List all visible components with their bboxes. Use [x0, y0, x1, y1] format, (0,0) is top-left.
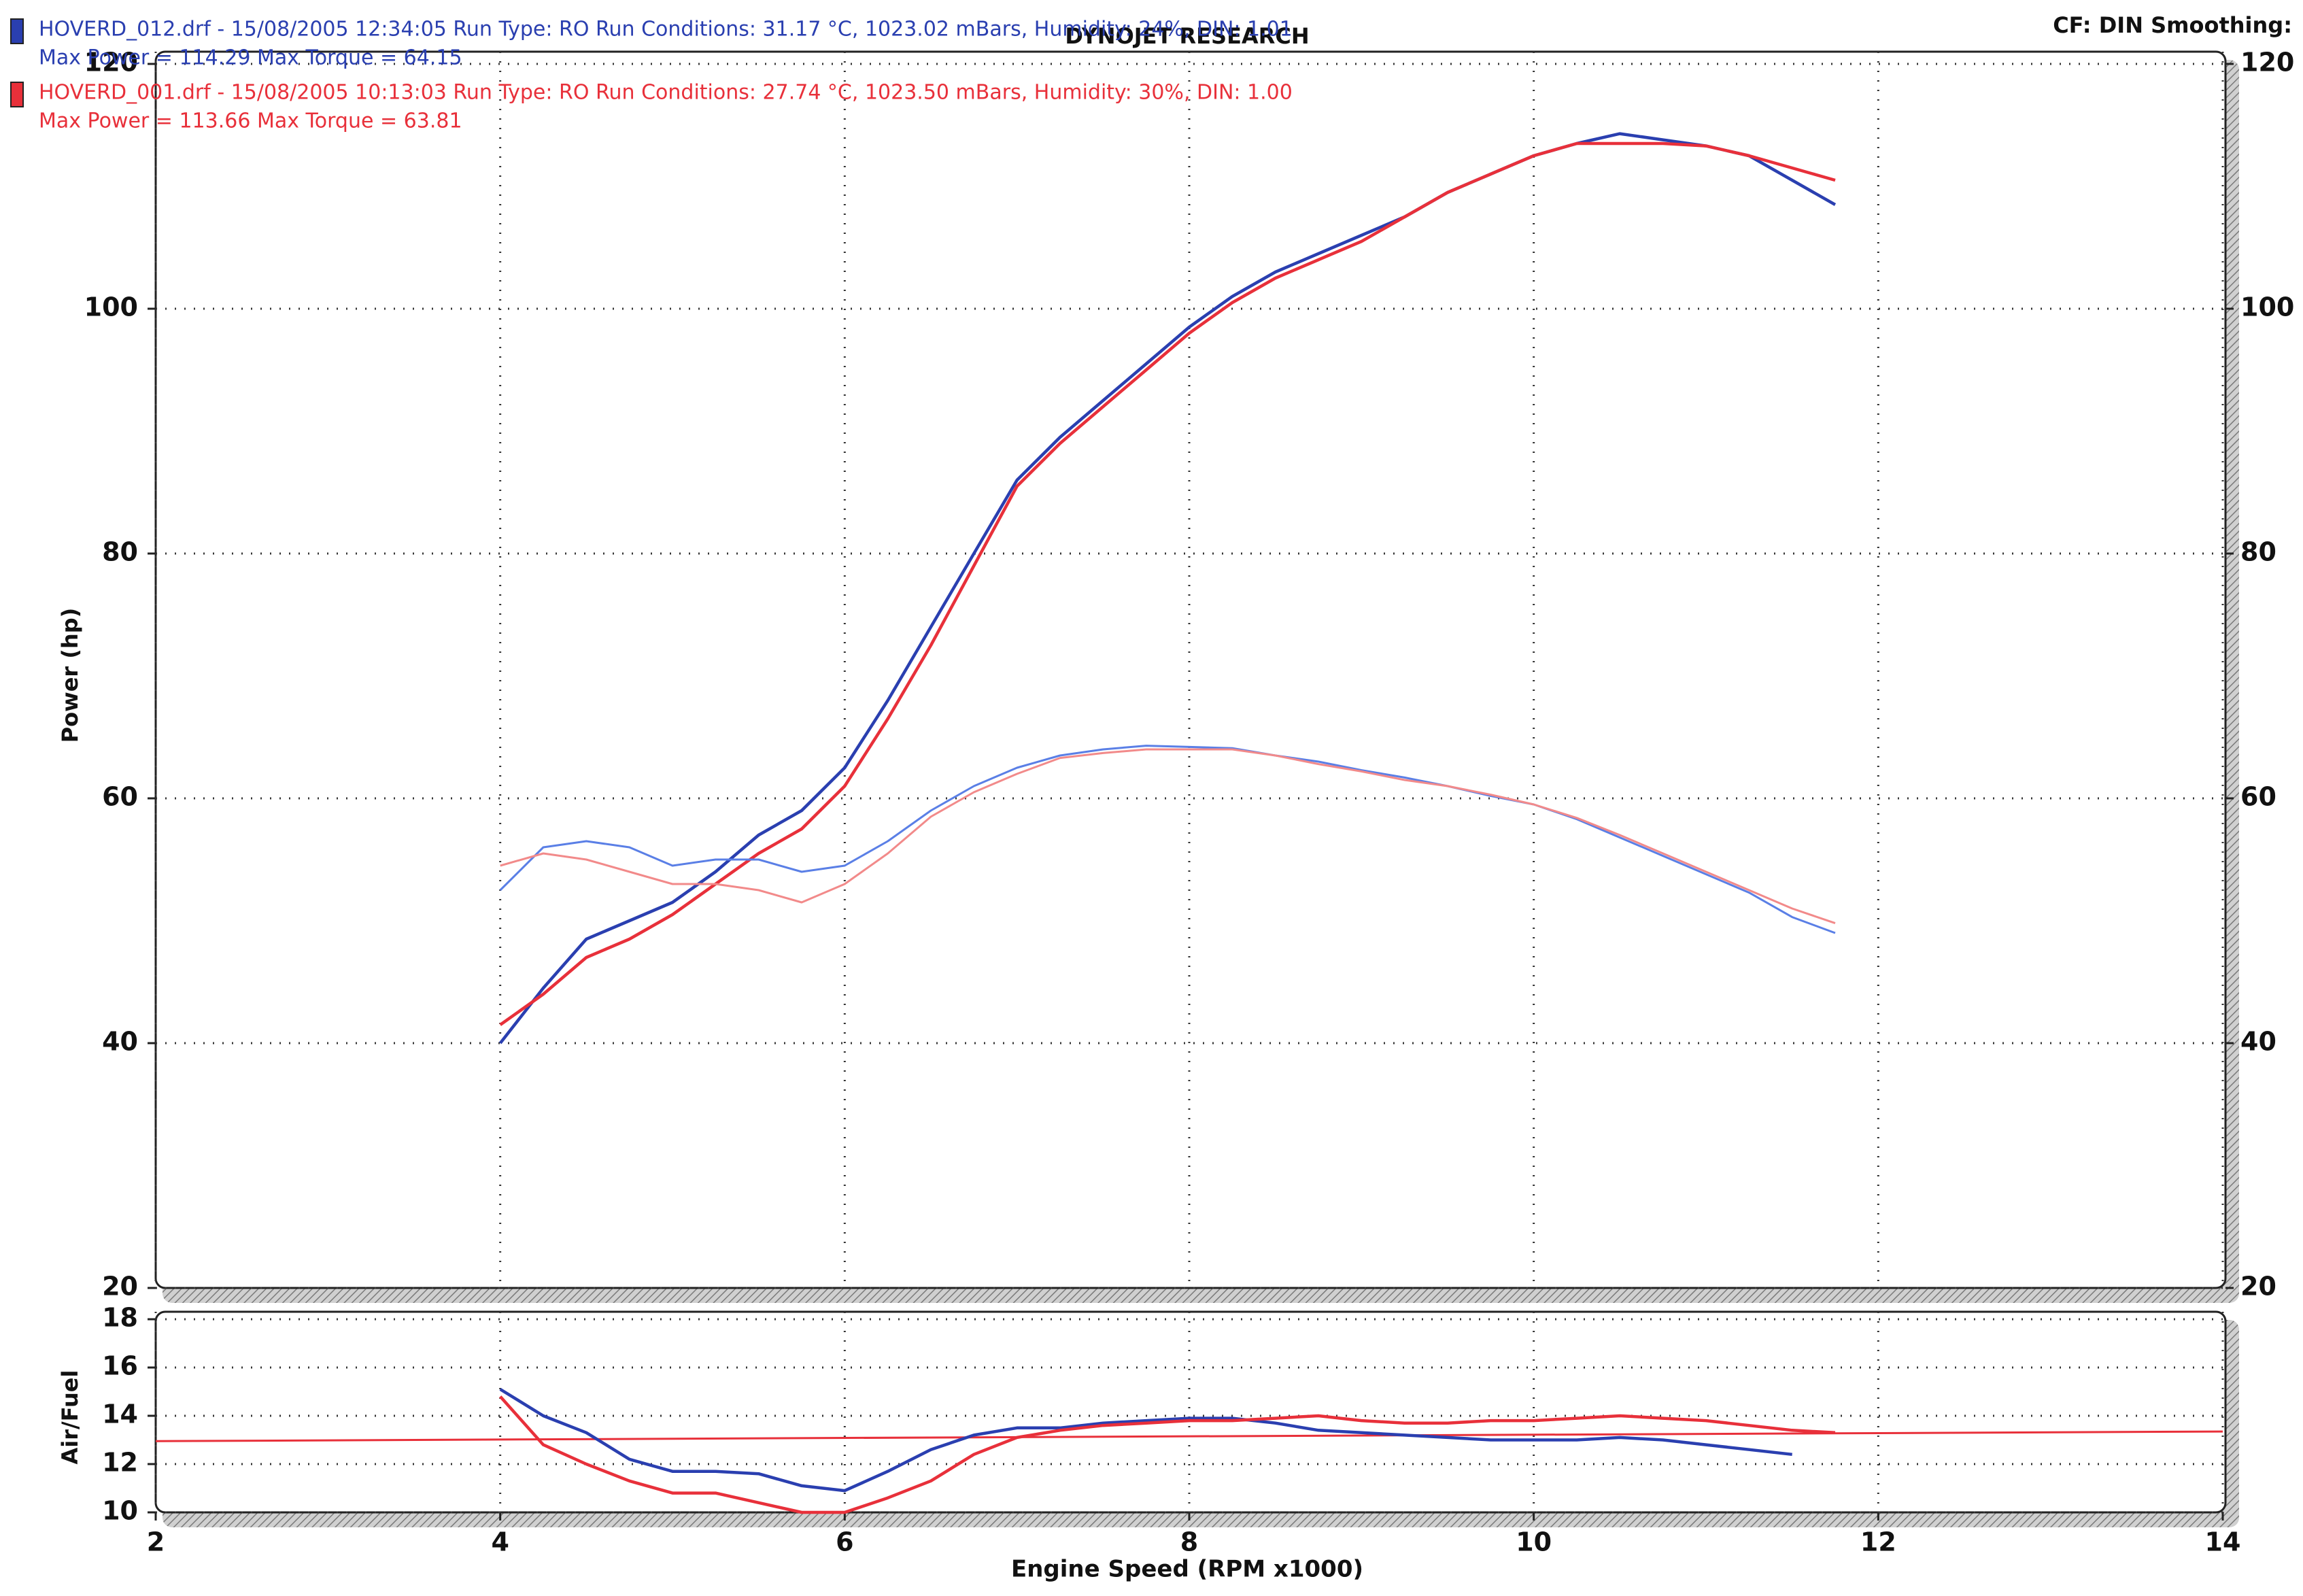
plot-frame — [154, 1310, 2227, 1514]
y-tick-label: 18 — [102, 1303, 138, 1333]
y-tick-label: 14 — [102, 1399, 138, 1429]
data-line — [499, 1388, 1792, 1493]
legend-label: HOVERD_012.drf - 15/08/2005 12:34:05 Run… — [39, 18, 1293, 41]
y-tick-label: 60 — [102, 782, 138, 812]
data-line — [498, 132, 1837, 1045]
x-axis-label: Engine Speed (RPM x1000) — [1011, 1556, 1363, 1583]
data-line — [499, 745, 1836, 934]
y2-tick-label: 120 — [2240, 48, 2294, 78]
x-tick-label: 2 — [147, 1527, 165, 1557]
data-line — [499, 1395, 1836, 1514]
corner-note: CF: DIN Smoothing: — [2053, 12, 2292, 38]
x-tick-label: 4 — [491, 1527, 509, 1557]
x-tick-label: 10 — [1516, 1527, 1552, 1557]
legend-swatch — [10, 18, 24, 44]
legend-swatch — [10, 82, 24, 107]
y-axis-label: Air/Fuel — [57, 1370, 83, 1465]
y-tick-label: 10 — [102, 1496, 138, 1526]
y-tick-label: 80 — [102, 537, 138, 567]
plot-frame — [154, 50, 2227, 1289]
y-tick-label: 20 — [102, 1272, 138, 1302]
x-tick-label: 6 — [836, 1527, 853, 1557]
target-line — [155, 1430, 2223, 1442]
x-tick-label: 14 — [2205, 1527, 2241, 1557]
data-line — [499, 141, 1836, 1026]
y-tick-label: 16 — [102, 1351, 138, 1381]
legend-summary: Max Power = 114.29 Max Torque = 64.15 — [39, 46, 462, 70]
y-tick-label: 40 — [102, 1027, 138, 1057]
y2-tick-label: 20 — [2240, 1272, 2276, 1302]
y2-tick-label: 100 — [2240, 292, 2294, 322]
y2-tick-label: 80 — [2240, 537, 2276, 567]
y2-tick-label: 40 — [2240, 1027, 2276, 1057]
data-line — [500, 748, 1836, 925]
legend-summary: Max Power = 113.66 Max Torque = 63.81 — [39, 109, 462, 133]
chart-title: DYNOJET RESEARCH — [1065, 23, 1309, 49]
x-tick-label: 12 — [1860, 1527, 1896, 1557]
y-axis-label: Power (hp) — [57, 608, 83, 743]
y-tick-label: 100 — [84, 292, 138, 322]
y-tick-label: 120 — [84, 48, 138, 78]
legend-label: HOVERD_001.drf - 15/08/2005 10:13:03 Run… — [39, 81, 1293, 105]
x-tick-label: 8 — [1180, 1527, 1198, 1557]
y2-tick-label: 60 — [2240, 782, 2276, 812]
y-tick-label: 12 — [102, 1448, 138, 1478]
